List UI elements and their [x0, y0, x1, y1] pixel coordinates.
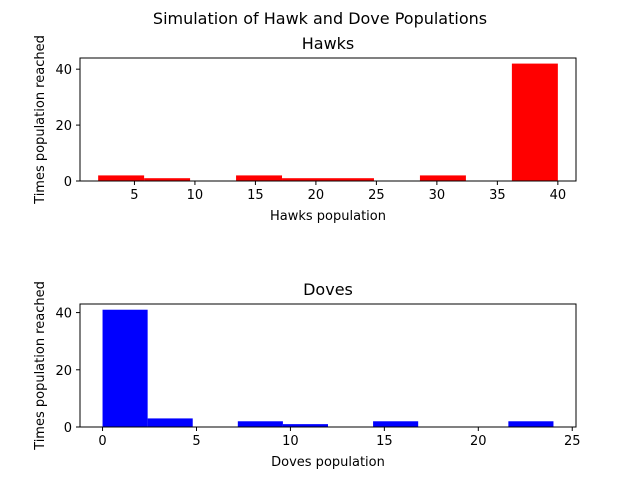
hawks-bar-7: [419, 175, 466, 181]
doves-xtick-label-3: 15: [376, 434, 393, 449]
hawks-xtick-label-6: 35: [489, 188, 506, 203]
hawks-ylabel: Times population reached: [33, 35, 48, 205]
doves-bar-9: [508, 421, 554, 427]
doves-panel: Doves 0 5 10 15 20 25 0 20 40 Doves population Time…: [33, 280, 581, 470]
doves-xtick-label-5: 25: [564, 434, 581, 449]
hawks-ytick-label-2: 40: [55, 63, 72, 78]
hawks-axes-frame: [79, 57, 577, 182]
hawks-bar-0: [98, 175, 145, 181]
doves-bar-3: [237, 421, 283, 427]
doves-xlabel: Doves population: [271, 455, 385, 470]
hawks-ytick-label-0: 0: [64, 175, 72, 190]
doves-bar-6: [373, 421, 419, 427]
doves-ytick-label-2: 40: [55, 307, 72, 322]
doves-xtick-label-0: 0: [98, 434, 106, 449]
doves-bar-1: [147, 418, 193, 427]
doves-xtick-label-4: 20: [470, 434, 487, 449]
hawks-xtick-label-4: 25: [368, 188, 385, 203]
hawks-panel: Hawks 5 10 15 20 25 30 35 40 0 20 40 Hawks populatio…: [33, 34, 577, 224]
hawks-bar-9: [511, 63, 558, 181]
hawks-title: Hawks: [302, 34, 355, 53]
hawks-bar-3: [236, 175, 283, 181]
doves-ylabel: Times population reached: [33, 281, 48, 451]
hawks-xtick-label-3: 20: [308, 188, 325, 203]
doves-bar-4: [282, 424, 328, 427]
hawks-ytick-label-1: 20: [55, 119, 72, 134]
hawks-xlabel: Hawks population: [270, 209, 386, 224]
doves-xtick-label-1: 5: [192, 434, 200, 449]
doves-title: Doves: [303, 280, 353, 299]
hawks-bar-4: [282, 178, 328, 181]
doves-ytick-label-1: 20: [55, 364, 72, 379]
hawks-xtick-label-7: 40: [550, 188, 567, 203]
hawks-xtick-label-5: 30: [429, 188, 446, 203]
hawks-bar-5: [328, 178, 374, 181]
doves-ytick-label-0: 0: [64, 421, 72, 436]
doves-axes-frame: [79, 303, 577, 428]
figure-title: Simulation of Hawk and Dove Populations: [153, 9, 487, 28]
hawks-bar-1: [144, 178, 191, 181]
hawks-xtick-label-2: 15: [247, 188, 264, 203]
doves-xtick-label-2: 10: [282, 434, 299, 449]
hawks-xtick-label-0: 5: [130, 188, 138, 203]
doves-bar-0: [102, 309, 148, 427]
hawks-xtick-label-1: 10: [187, 188, 204, 203]
